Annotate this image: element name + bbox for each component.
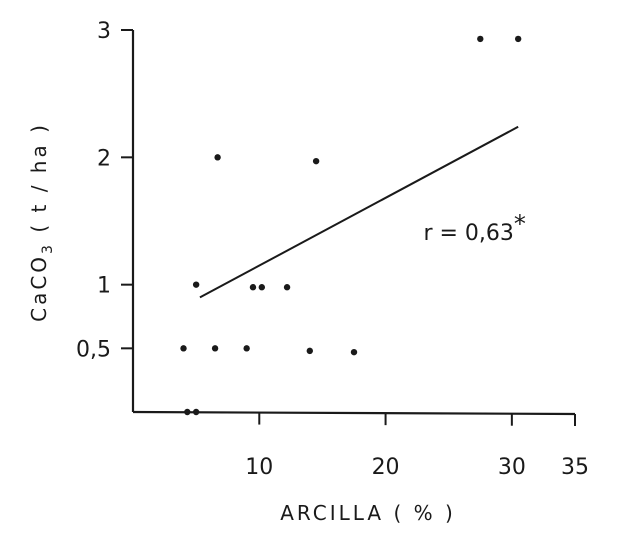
significance-mark: * (514, 210, 526, 238)
y-axis-label: CaCO3 ( t / ha ) (27, 122, 56, 322)
data-point (258, 284, 266, 291)
x-tick-label: 35 (561, 455, 589, 480)
x-tick-label: 10 (245, 455, 273, 480)
data-point (243, 345, 250, 352)
data-point (192, 408, 200, 416)
data-point (283, 284, 291, 291)
y-tick-label: 3 (97, 19, 111, 44)
data-points (180, 35, 522, 416)
x-tick-label: 20 (372, 455, 400, 480)
data-point (350, 348, 358, 356)
y-axis-label-unit: ( t / ha ) (27, 122, 51, 242)
x-axis-ticks: 10 20 30 35 (245, 412, 589, 480)
data-point (192, 281, 200, 288)
data-point (477, 35, 484, 43)
data-point (211, 345, 219, 352)
data-point (214, 154, 221, 161)
data-point (306, 347, 313, 355)
regression-line (199, 125, 519, 299)
data-point (180, 345, 187, 352)
y-axis-label-main: CaCO (27, 254, 51, 322)
data-point (249, 284, 257, 291)
correlation-value: r = 0,63 (423, 221, 513, 246)
data-point (514, 35, 522, 43)
y-tick-label: 0,5 (76, 337, 111, 362)
y-tick-label: 2 (97, 146, 111, 171)
correlation-annotation: r = 0,63* (423, 210, 525, 246)
data-point (184, 408, 191, 416)
x-axis-label: ARCILLA ( % ) (280, 501, 456, 525)
x-axis-line (132, 410, 576, 416)
y-axis-ticks: 0,5 1 2 3 (76, 19, 133, 362)
data-point (312, 157, 320, 165)
y-axis-label-subscript: 3 (40, 242, 56, 254)
x-tick-label: 30 (498, 455, 526, 480)
regression-line-group (199, 125, 519, 299)
y-tick-label: 1 (97, 274, 111, 299)
